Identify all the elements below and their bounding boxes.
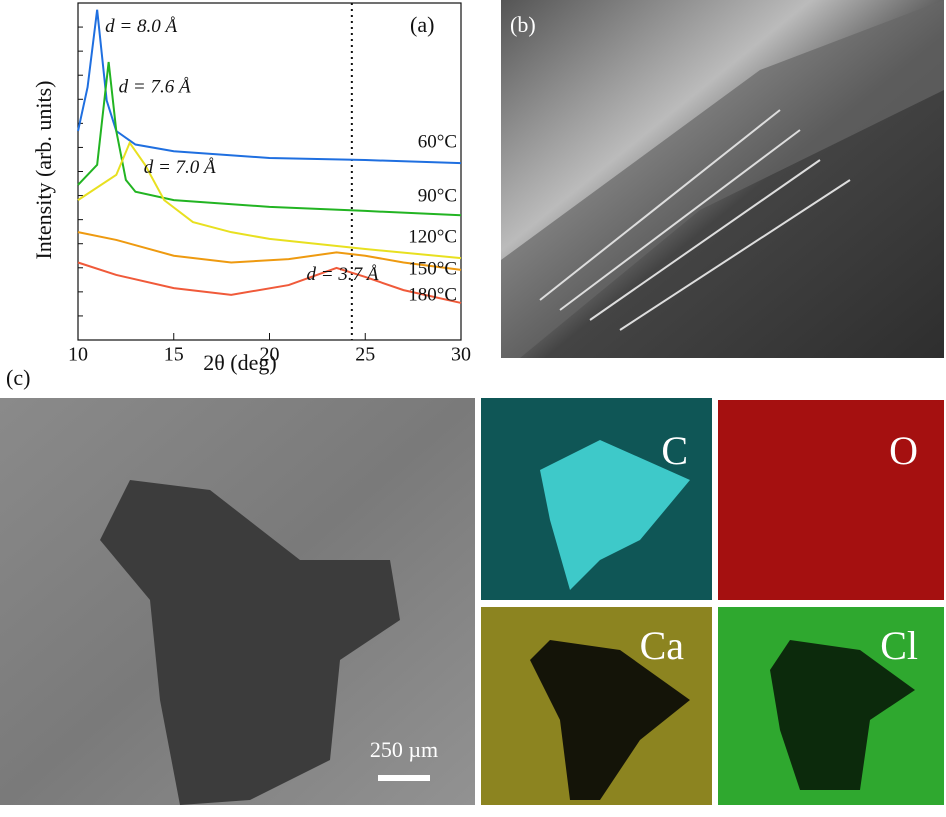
x-tick-label: 30 (451, 344, 471, 366)
dark-region (100, 480, 400, 805)
data-line (77, 261, 462, 304)
eds-label: Cl (880, 623, 918, 668)
eds-label: C (661, 428, 688, 473)
series-label: 120°C (408, 226, 457, 247)
scale-bar (378, 775, 430, 781)
layer-edge (539, 109, 851, 331)
y-axis-label: Intensity (arb. units) (31, 80, 56, 259)
data-line (77, 61, 462, 217)
eds-region (540, 440, 690, 590)
peak-annotation: d = 7.0 Å (144, 157, 216, 178)
scale-bar-label: 250 µm (370, 737, 438, 762)
x-axis-label: 2θ (deg) (203, 350, 276, 375)
x-tick-label: 15 (164, 344, 184, 366)
series-label: 90°C (418, 185, 457, 206)
eds-label: O (889, 428, 918, 473)
eds-map (718, 400, 944, 600)
series-label: 60°C (418, 131, 457, 152)
series-label: 180°C (408, 284, 457, 305)
panel-label: (a) (410, 12, 434, 37)
x-tick-label: 20 (260, 344, 280, 366)
peak-annotation: d = 8.0 Å (105, 16, 177, 37)
eds-label: Ca (640, 623, 685, 668)
eds-region (530, 640, 690, 800)
peak-annotation: d = 7.6 Å (119, 76, 191, 97)
peak-annotation: d = 3.7 Å (307, 264, 379, 285)
panel-label: (b) (510, 12, 536, 37)
series-label: 150°C (408, 258, 457, 279)
x-tick-label: 25 (355, 344, 375, 366)
x-tick-label: 10 (68, 344, 88, 366)
layer-stack (501, 0, 944, 358)
panel-label: (c) (6, 365, 30, 390)
data-line (77, 9, 462, 165)
data-line (77, 140, 462, 260)
eds-region (770, 640, 915, 790)
data-line (77, 231, 462, 271)
